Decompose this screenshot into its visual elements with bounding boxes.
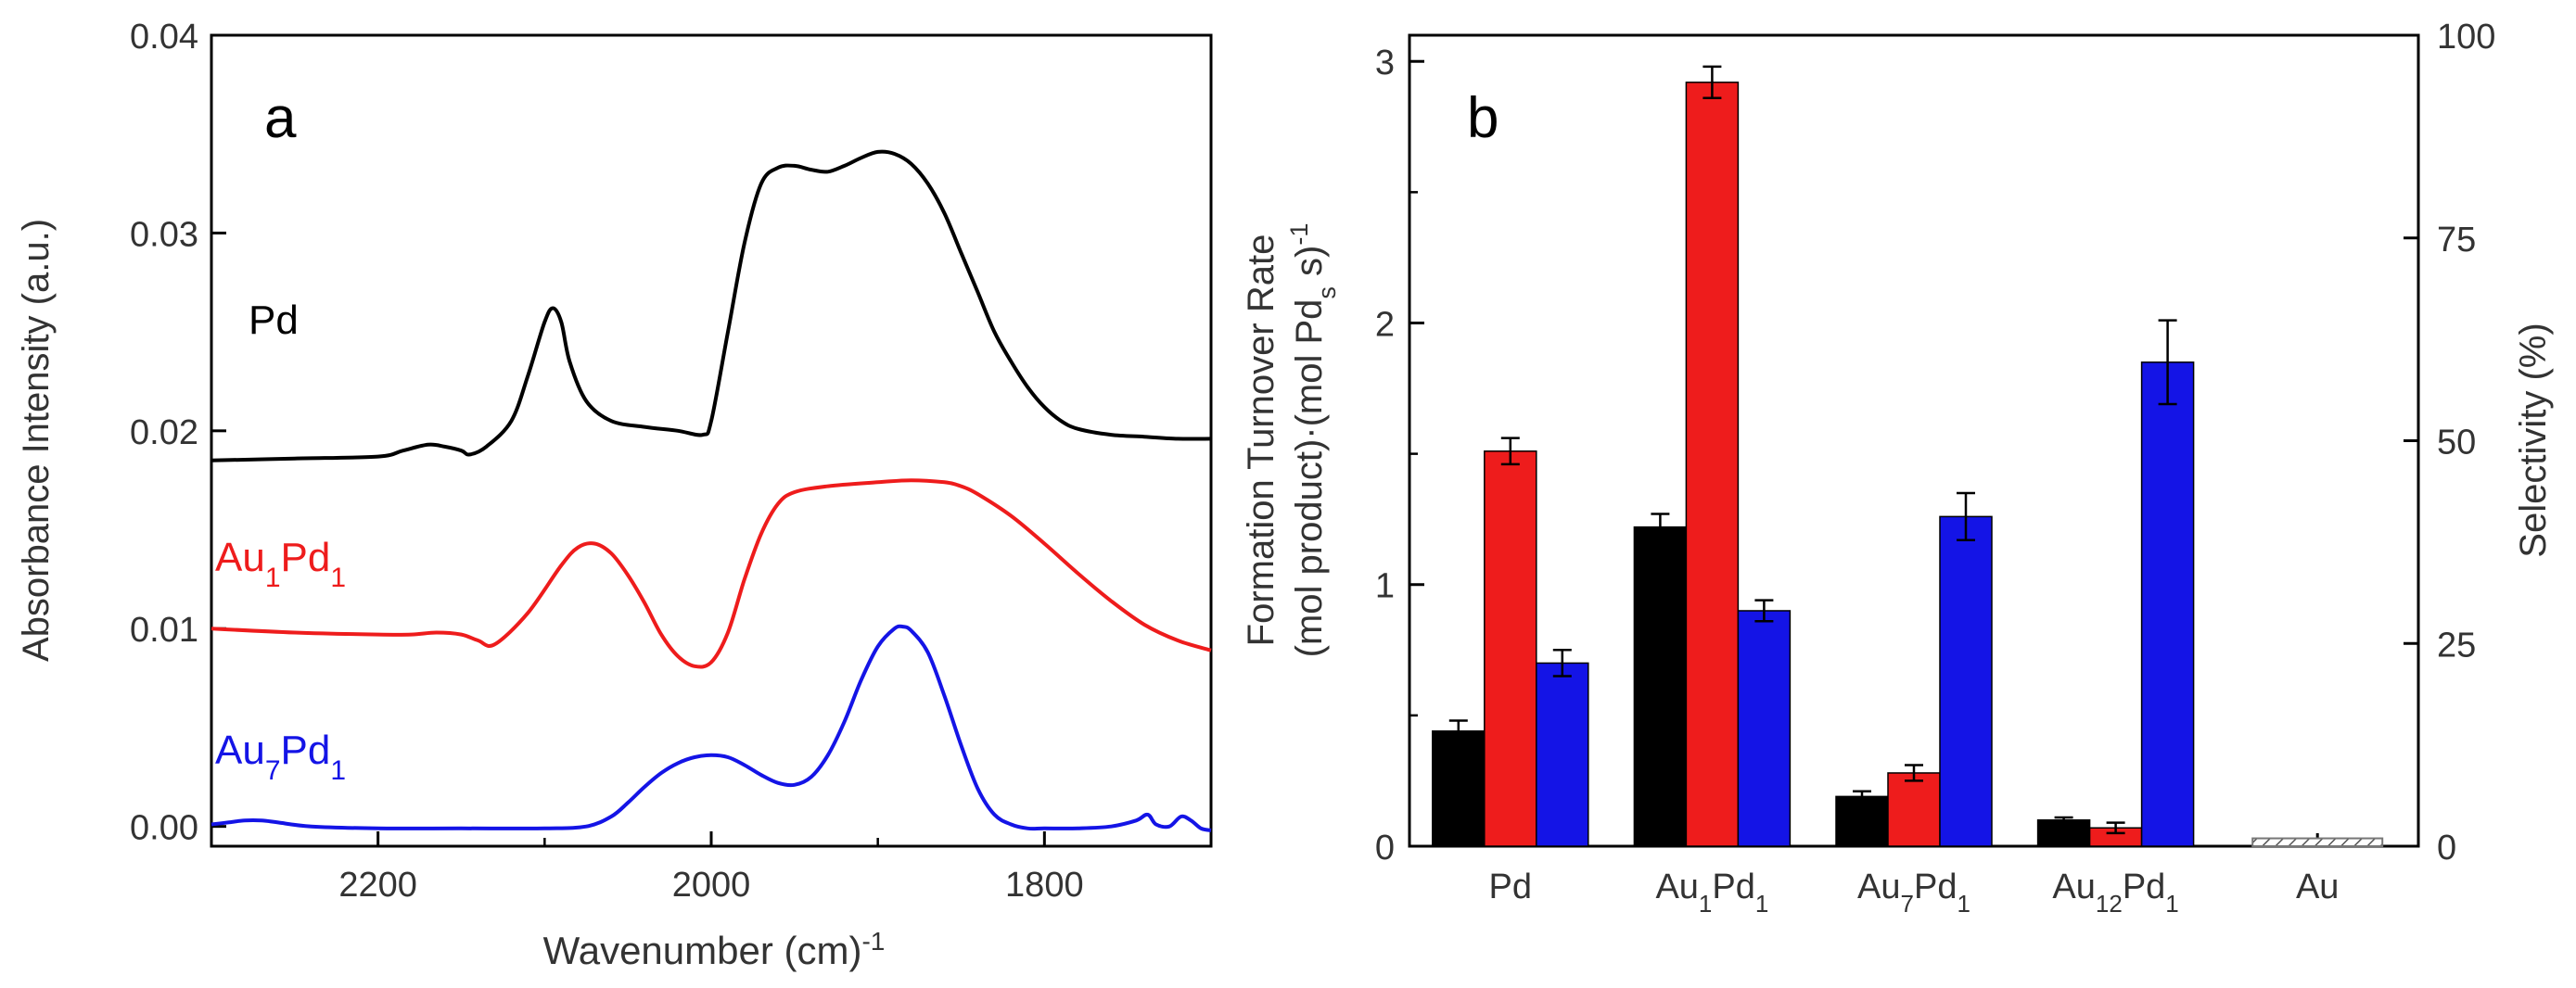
panel-b-y-tick-label: 1	[1375, 567, 1395, 606]
panel-b-error-bar	[1853, 790, 1871, 804]
formula-subscript: 7	[265, 755, 281, 786]
panel-a-series-pd-line	[210, 149, 1212, 462]
panel-a-plot-frame	[210, 33, 1213, 848]
panel-b-y-tick-label: 2	[1375, 305, 1395, 344]
panel-b-right-tick-label: 25	[2437, 626, 2476, 665]
panel-b-bar-au7pd1-black	[1835, 795, 1889, 847]
panel-b-bar-pd-red	[1484, 450, 1537, 847]
panel-a-series-au1pd1-label: Au1Pd1	[215, 535, 346, 593]
panel-b-bar-pd-black	[1432, 730, 1486, 847]
formula-element: Pd	[249, 298, 299, 343]
panel-b-error-bar	[1957, 491, 1975, 542]
formula-subscript: 1	[1755, 890, 1768, 918]
panel-b-category-label: Au	[2296, 868, 2339, 906]
panel-b-y-axis-label-line2: (mol product)·(mol Pds s)-1	[1285, 223, 1341, 658]
formula-element: Pd	[2123, 868, 2165, 906]
panel-b-bar-au7pd1-red	[1887, 772, 1941, 847]
formula-subscript: 1	[330, 755, 346, 786]
panel-b-bar-au12pd1-blue	[2140, 361, 2195, 847]
panel-b-bar-au7pd1-blue	[1939, 515, 1993, 847]
panel-a-y-tick-label: 0.01	[130, 611, 198, 650]
panel-a-y-axis-label: Absorbance Intensity (a.u.)	[16, 219, 57, 662]
panel-b-y-axis-label-line2-end: s)	[1289, 246, 1330, 286]
panel-a-y-tick-label: 0.02	[130, 413, 198, 452]
panel-b-error-bar	[2158, 319, 2177, 406]
panel-a-x-tick-label: 2000	[672, 866, 751, 905]
panel-a-series-au7pd1-label: Au7Pd1	[215, 728, 346, 786]
panel-b-error-bar	[2106, 821, 2125, 835]
panel-b-bar-au1pd1-black	[1633, 526, 1688, 847]
panel-b-category-label: Au1Pd1	[1655, 868, 1768, 918]
panel-a-y-tick-label: 0.04	[130, 18, 198, 57]
panel-b-right-axis-label: Selectivity (%)	[2513, 323, 2554, 557]
formula-element: Au	[2296, 868, 2339, 906]
panel-b-bar-au1pd1-blue	[1737, 610, 1792, 847]
panel-b-category-label: Au12Pd1	[2052, 868, 2178, 918]
panel-a-series-au1pd1-line	[210, 478, 1212, 669]
formula-element: Pd	[281, 728, 331, 773]
panel-b-y-tick-label: 0	[1375, 829, 1395, 868]
formula-element: Au	[1655, 868, 1698, 906]
panel-a-series-au7pd1-line	[210, 624, 1212, 832]
panel-b-label: b	[1467, 86, 1498, 150]
formula-element: Au	[2052, 868, 2095, 906]
panel-b-error-bar	[1702, 65, 1722, 99]
panel-b-category-label: Pd	[1489, 868, 1532, 906]
formula-element: Pd	[281, 535, 331, 580]
formula-subscript: 1	[2165, 890, 2178, 918]
panel-b-category-label: Au7Pd1	[1857, 868, 1970, 918]
formula-element: Au	[215, 535, 265, 580]
panel-b-bar-au-hatched	[2251, 837, 2384, 848]
formula-element: Pd	[1712, 868, 1754, 906]
panel-a-label: a	[264, 86, 297, 150]
panel-b-bar-au1pd1-red	[1685, 82, 1740, 847]
panel-b-y-axis-label-line2-subscript: s	[1313, 286, 1341, 299]
panel-b-error-bar	[1500, 437, 1520, 466]
formula-subscript: 1	[1699, 890, 1712, 918]
panel-b-right-tick-label: 50	[2437, 424, 2476, 462]
panel-a-x-axis-label-text: Wavenumber (cm)	[543, 929, 862, 972]
formula-subscript: 7	[1901, 890, 1914, 918]
formula-element: Au	[215, 728, 265, 773]
panel-b-right-tick-label: 75	[2437, 221, 2476, 260]
panel-b-bar-au12pd1-black	[2036, 819, 2091, 847]
panel-a-x-axis-label-exponent: -1	[861, 927, 885, 956]
formula-subscript: 1	[330, 563, 346, 593]
panel-a-y-tick-label: 0.00	[130, 809, 198, 848]
panel-b-error-bar	[2054, 816, 2073, 824]
panel-b-error-bar	[1905, 764, 1923, 782]
panel-b-bar-pd-blue	[1536, 662, 1589, 847]
panel-b-error-bar	[1754, 599, 1774, 623]
panel-b-right-tick-label: 100	[2437, 18, 2495, 57]
formula-subscript: 1	[265, 563, 281, 593]
panel-a-x-tick-label: 2200	[338, 866, 417, 905]
panel-b-y-axis-label-line2-text: (mol product)·(mol Pd	[1289, 299, 1330, 658]
panel-b-error-bar	[1651, 513, 1670, 542]
panel-b-right-tick-label: 0	[2437, 829, 2456, 868]
panel-a-series-pd-label: Pd	[249, 298, 299, 343]
panel-a-x-axis-label: Wavenumber (cm)-1	[543, 927, 886, 973]
panel-b-error-bar	[1448, 719, 1468, 743]
formula-element: Pd	[1914, 868, 1957, 906]
formula-subscript: 1	[1957, 890, 1970, 918]
panel-b-y-axis-label-line2-exponent: -1	[1285, 223, 1313, 246]
panel-b-error-bar	[1552, 649, 1572, 678]
panel-a-x-tick-label: 1800	[1005, 866, 1084, 905]
formula-element: Au	[1857, 868, 1900, 906]
panel-a-y-tick-label: 0.03	[130, 215, 198, 254]
panel-b-y-axis-label-line1: Formation Turnover Rate	[1241, 234, 1282, 647]
formula-subscript: 12	[2096, 890, 2123, 918]
formula-element: Pd	[1489, 868, 1532, 906]
panel-b-y-tick-label: 3	[1375, 44, 1395, 82]
